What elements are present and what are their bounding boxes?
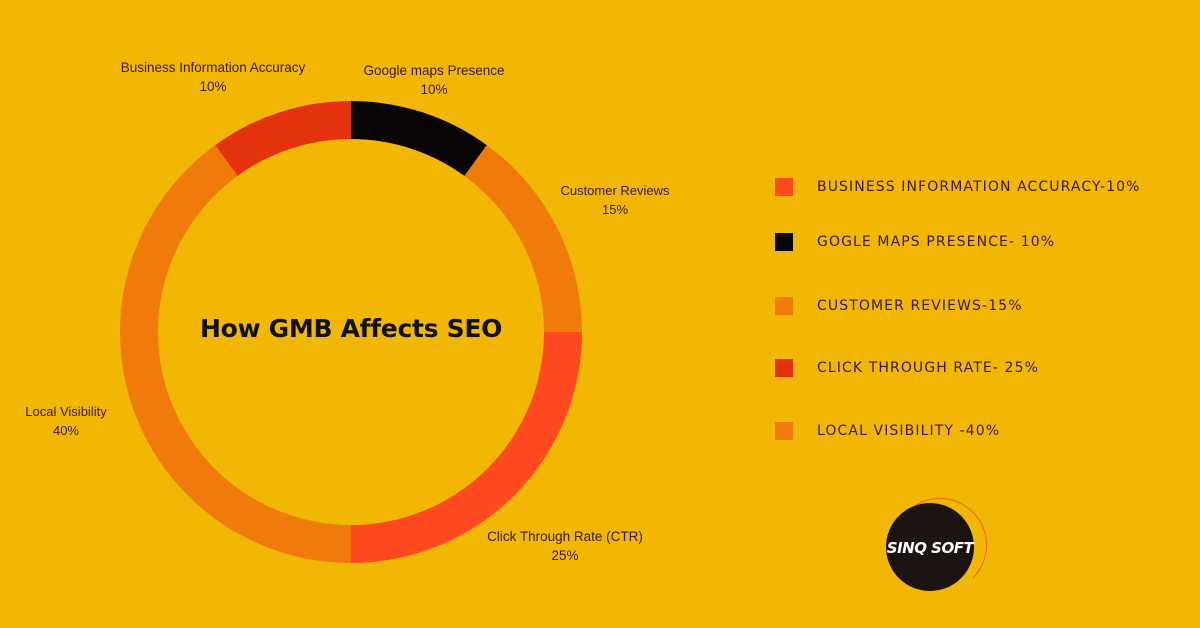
legend-item-local-visibility: LOCAL VISIBILITY -40% bbox=[775, 422, 1000, 440]
slice-label-business-info: Business Information Accuracy 10% bbox=[120, 60, 306, 94]
donut-slice-business-information-accuracy bbox=[215, 101, 351, 176]
donut-slice-local-visibility bbox=[120, 145, 351, 564]
slice-label-ctr: Click Through Rate (CTR) 25% bbox=[487, 529, 643, 563]
legend-item-customer-reviews: CUSTOMER REVIEWS-15% bbox=[775, 297, 1023, 315]
legend-swatch bbox=[775, 178, 793, 196]
legend-swatch bbox=[775, 297, 793, 315]
slice-label-google-maps: Google maps Presence 10% bbox=[363, 63, 505, 97]
donut-slice-click-through-rate-ctr bbox=[351, 332, 582, 563]
legend-item-business-info: BUSINESS INFORMATION ACCURACY-10% bbox=[775, 178, 1141, 196]
donut-slice-google-maps-presence bbox=[351, 101, 487, 176]
slice-label-customer-reviews: Customer Reviews 15% bbox=[560, 183, 670, 217]
slice-label-local-visibility: Local Visibility 40% bbox=[25, 404, 107, 438]
chart-title: How GMB Affects SEO bbox=[199, 314, 503, 343]
legend-swatch bbox=[775, 233, 793, 251]
logo-ring bbox=[893, 498, 987, 592]
company-logo: SINQ SOFT bbox=[886, 503, 974, 591]
legend-item-ctr: CLICK THROUGH RATE- 25% bbox=[775, 359, 1039, 377]
legend-item-google-maps: GOGLE MAPS PRESENCE- 10% bbox=[775, 233, 1055, 251]
legend-swatch bbox=[775, 359, 793, 377]
donut-slice-customer-reviews bbox=[464, 145, 582, 332]
legend-swatch bbox=[775, 422, 793, 440]
